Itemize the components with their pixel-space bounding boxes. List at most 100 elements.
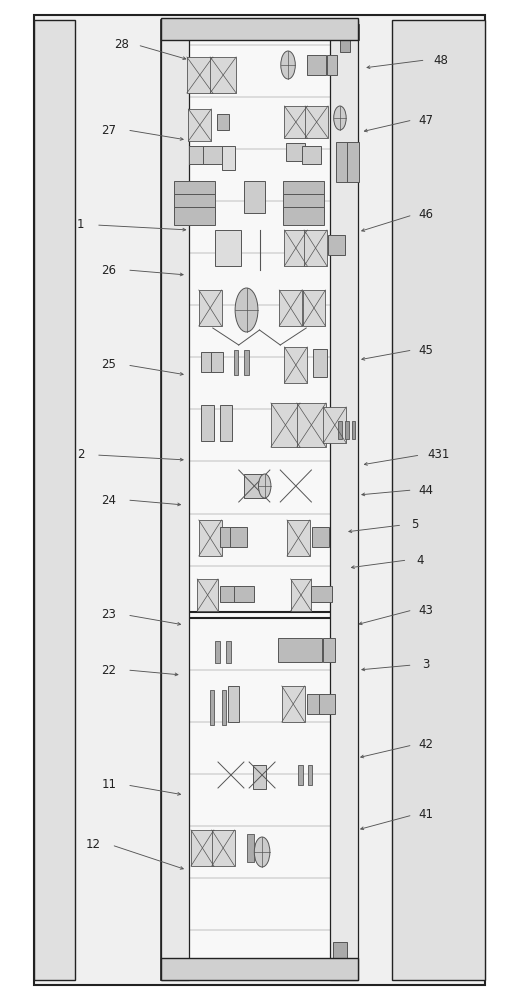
- Bar: [323, 638, 335, 662]
- Bar: [234, 350, 238, 374]
- Bar: [347, 142, 359, 182]
- Text: 11: 11: [102, 778, 116, 792]
- Bar: [336, 142, 349, 182]
- Bar: [284, 347, 307, 383]
- Circle shape: [281, 51, 295, 79]
- Bar: [228, 686, 239, 722]
- Bar: [211, 352, 223, 372]
- Text: 25: 25: [102, 359, 116, 371]
- Text: 41: 41: [418, 808, 433, 822]
- Bar: [212, 830, 235, 866]
- Bar: [305, 106, 328, 138]
- Bar: [174, 207, 215, 225]
- Bar: [174, 181, 215, 199]
- Bar: [191, 830, 214, 866]
- Bar: [199, 520, 222, 556]
- Bar: [291, 579, 311, 611]
- Circle shape: [334, 106, 346, 130]
- Text: 1: 1: [77, 219, 84, 232]
- Bar: [308, 765, 312, 785]
- Bar: [283, 181, 324, 199]
- Bar: [340, 28, 350, 52]
- Bar: [222, 146, 235, 170]
- Text: 5: 5: [412, 518, 419, 532]
- Text: 3: 3: [422, 658, 429, 672]
- Bar: [311, 586, 332, 602]
- Bar: [352, 421, 356, 439]
- Bar: [203, 146, 222, 164]
- Bar: [210, 690, 214, 724]
- Text: 2: 2: [77, 448, 84, 462]
- Text: 44: 44: [418, 484, 433, 496]
- Bar: [302, 146, 321, 164]
- Bar: [222, 690, 226, 724]
- Bar: [312, 527, 329, 547]
- Bar: [174, 194, 215, 212]
- Text: 27: 27: [102, 123, 116, 136]
- Bar: [34, 20, 75, 980]
- Bar: [282, 686, 305, 722]
- Bar: [338, 421, 342, 439]
- Bar: [34, 15, 485, 985]
- Bar: [201, 352, 214, 372]
- Bar: [347, 24, 359, 40]
- Bar: [244, 27, 250, 37]
- Bar: [161, 18, 358, 40]
- Bar: [319, 694, 335, 714]
- Bar: [307, 694, 324, 714]
- Bar: [234, 586, 254, 602]
- Bar: [279, 290, 302, 326]
- Bar: [283, 194, 324, 212]
- Text: 4: 4: [417, 554, 424, 566]
- Bar: [215, 641, 220, 663]
- Text: 43: 43: [418, 603, 433, 616]
- Bar: [250, 958, 269, 978]
- Text: 26: 26: [102, 263, 116, 276]
- Bar: [220, 527, 237, 547]
- Bar: [286, 143, 305, 161]
- Bar: [269, 27, 275, 37]
- Text: 48: 48: [434, 53, 448, 66]
- Text: 22: 22: [102, 664, 116, 676]
- Bar: [297, 403, 326, 447]
- Circle shape: [258, 474, 271, 498]
- Bar: [298, 765, 303, 785]
- Text: 24: 24: [102, 493, 116, 506]
- Bar: [230, 527, 247, 547]
- Bar: [197, 579, 218, 611]
- Bar: [271, 403, 300, 447]
- Bar: [307, 55, 326, 75]
- Bar: [287, 520, 310, 556]
- Bar: [333, 942, 347, 974]
- Bar: [247, 834, 254, 862]
- Bar: [345, 421, 349, 439]
- Bar: [323, 407, 346, 443]
- Circle shape: [235, 288, 258, 332]
- Bar: [253, 765, 266, 789]
- Bar: [330, 20, 358, 980]
- Bar: [278, 638, 322, 662]
- Bar: [226, 641, 231, 663]
- Bar: [327, 55, 337, 75]
- Bar: [328, 235, 345, 255]
- Text: 46: 46: [418, 209, 433, 222]
- Bar: [201, 405, 214, 441]
- Bar: [313, 349, 327, 377]
- Text: 23: 23: [102, 608, 116, 621]
- Bar: [188, 109, 211, 141]
- Bar: [304, 230, 327, 266]
- Bar: [161, 20, 189, 980]
- Bar: [215, 230, 241, 266]
- Bar: [244, 181, 265, 213]
- Bar: [210, 57, 236, 93]
- Bar: [303, 290, 325, 326]
- Text: 12: 12: [86, 838, 101, 852]
- Text: 431: 431: [427, 448, 450, 462]
- Bar: [284, 230, 307, 266]
- Bar: [189, 146, 208, 164]
- Text: 28: 28: [115, 38, 129, 51]
- Bar: [220, 405, 232, 441]
- Bar: [244, 474, 265, 498]
- Bar: [283, 207, 324, 225]
- Bar: [161, 958, 358, 980]
